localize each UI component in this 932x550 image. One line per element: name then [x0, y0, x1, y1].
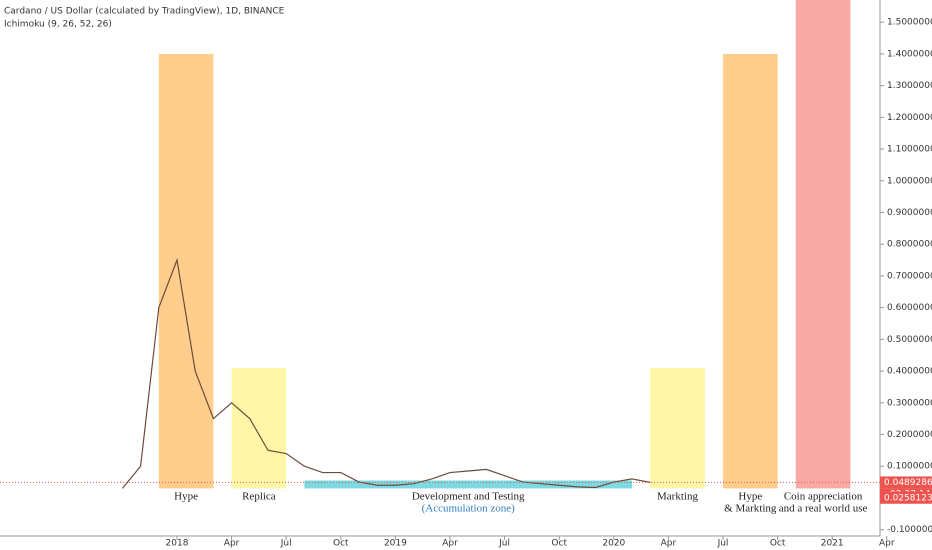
x-tick-label: Jul [498, 539, 510, 549]
x-tick-label: 2020 [602, 539, 625, 549]
zone [723, 53, 778, 489]
x-tick-label: Apr [879, 539, 895, 549]
zone-label: and a real world use [779, 503, 868, 515]
y-tick-label: 0.30000000 [887, 398, 932, 408]
x-tick-label: Apr [442, 539, 458, 549]
y-tick-label: 0.20000000 [887, 430, 932, 440]
zone-label: Markting [657, 491, 698, 503]
y-tick-label: 0.10000000 [887, 462, 932, 472]
zone [795, 0, 851, 489]
zone-label: Coin appreciation [784, 491, 863, 503]
y-tick-label: 1.30000000 [887, 81, 932, 91]
y-tick-label: 0.60000000 [887, 303, 932, 313]
price-tag-label: 0.02581236 [884, 493, 932, 503]
x-tick-label: 2019 [384, 539, 407, 549]
zone-label: Hype [738, 491, 762, 503]
zone [304, 480, 632, 489]
y-tick-label: 1.40000000 [887, 49, 932, 59]
y-tick-label: 0.50000000 [887, 335, 932, 345]
price-line [121, 257, 651, 489]
zone-label: Hype [174, 491, 198, 503]
x-tick-label: Oct [551, 539, 567, 549]
y-tick-label: 1.20000000 [887, 113, 932, 123]
x-tick-label: Apr [661, 539, 677, 549]
price-tag-label: 0.04892864 [884, 478, 932, 488]
y-tick-label: 0.80000000 [887, 240, 932, 250]
zone [158, 53, 214, 489]
chart-title: Cardano / US Dollar (calculated by Tradi… [4, 7, 285, 17]
zone-label: & Markting [724, 503, 777, 515]
y-tick-label: -0.10000000 [887, 525, 932, 535]
x-tick-label: 2018 [166, 539, 189, 549]
x-tick-label: Oct [770, 539, 786, 549]
zone [231, 367, 287, 489]
y-tick-label: 0.40000000 [887, 367, 932, 377]
y-tick-label: 1.50000000 [887, 18, 932, 28]
zone [650, 367, 705, 489]
indicator-label: Ichimoku (9, 26, 52, 26) [4, 20, 112, 30]
y-tick-label: 1.10000000 [887, 145, 932, 155]
x-tick-label: Apr [224, 539, 240, 549]
x-tick-label: 2021 [821, 539, 844, 549]
zone-label: Development and Testing [412, 491, 525, 503]
zone-label: (Accumulation zone) [422, 503, 515, 515]
x-tick-label: Jul [280, 539, 292, 549]
price-tag [880, 476, 932, 489]
zone-label: Replica [242, 491, 276, 503]
y-tick-label: 0.90000000 [887, 208, 932, 218]
y-tick-label: 0.70000000 [887, 271, 932, 281]
x-tick-label: Jul [717, 539, 729, 549]
x-tick-label: Oct [333, 539, 349, 549]
price-tag [880, 491, 932, 504]
y-tick-label: 1.00000000 [887, 176, 932, 186]
plot-area: Hype Replica Development and Testing(Accum… [121, 0, 868, 515]
